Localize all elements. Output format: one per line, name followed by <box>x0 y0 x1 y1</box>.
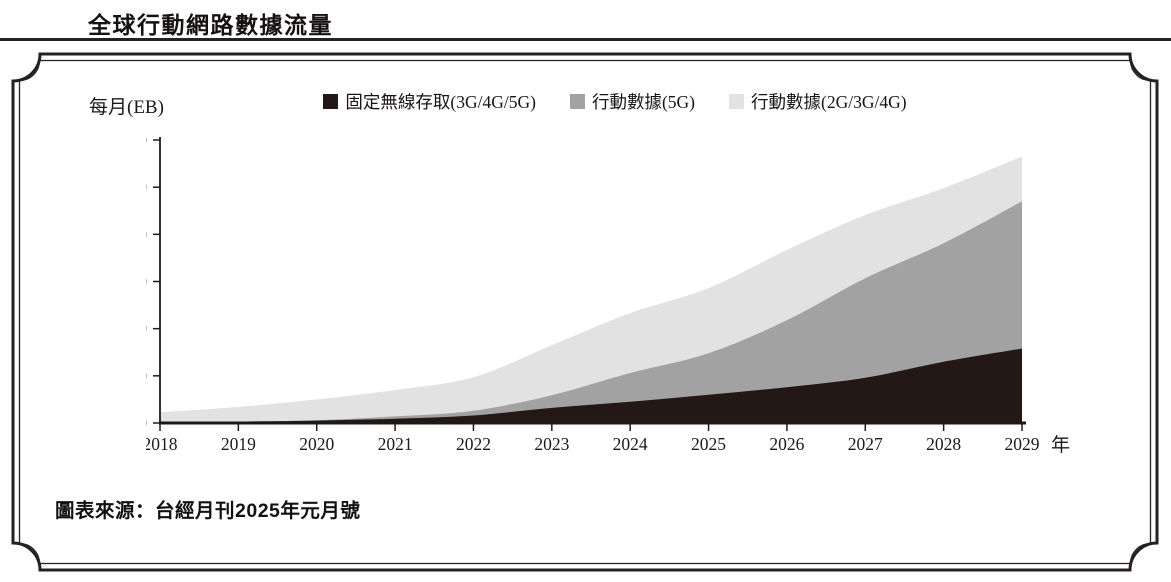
y-axis-tick-label: 100 <box>146 366 147 386</box>
area-series-1 <box>160 201 1022 423</box>
x-axis-tick-label: 2027 <box>848 434 883 454</box>
y-axis-tick-label: 200 <box>146 319 147 339</box>
area-series-0 <box>160 348 1022 423</box>
page-title: 全球行動網路數據流量 <box>88 12 333 38</box>
x-axis-tick-label: 2020 <box>299 434 334 454</box>
y-axis-tick-label: 400 <box>146 224 147 244</box>
x-axis-tick-label: 2028 <box>926 434 961 454</box>
stacked-area-chart: 0 100 200 300 400 500 600 2018 2019 2020 2021 2022 2… <box>146 130 1040 454</box>
x-axis-tick-label: 2025 <box>691 434 726 454</box>
x-axis-tick-label: 2022 <box>456 434 491 454</box>
y-axis-tick-label: 0 <box>146 413 147 433</box>
x-axis-tick-label: 2029 <box>1005 434 1040 454</box>
x-axis-tick-label: 2026 <box>769 434 804 454</box>
legend-item: 固定無線存取(3G/4G/5G) <box>323 89 536 114</box>
legend-item-label: 行動數據(5G) <box>591 92 696 112</box>
y-axis-tick-label: 500 <box>146 177 147 197</box>
y-axis-unit-label: 每月(EB) <box>89 97 164 118</box>
legend-item-label: 固定無線存取(3G/4G/5G) <box>345 92 536 112</box>
legend-item: 行動數據(5G) <box>569 89 696 114</box>
x-axis-tick-label: 2018 <box>146 434 178 454</box>
legend-swatch-icon <box>569 94 585 109</box>
chart-source: 圖表來源：台經月刊2025年元月號 <box>55 500 361 522</box>
legend-item: 行動數據(2G/3G/4G) <box>729 89 907 114</box>
legend-item-label: 行動數據(2G/3G/4G) <box>751 92 907 112</box>
x-axis-tick-label: 2019 <box>221 434 256 454</box>
y-axis-tick-label: 600 <box>146 130 147 150</box>
x-axis-tick-label: 2023 <box>534 434 569 454</box>
legend-swatch-icon <box>729 94 745 109</box>
x-axis-year-label: 年 <box>1051 435 1071 456</box>
x-axis-tick-label: 2024 <box>613 434 648 454</box>
legend-swatch-icon <box>323 94 339 109</box>
chart-legend: 固定無線存取(3G/4G/5G) 行動數據(5G) 行動數據(2G/3G/4G) <box>170 89 1060 114</box>
title-divider <box>0 38 1171 41</box>
y-axis-tick-label: 300 <box>146 272 147 292</box>
x-axis-tick-label: 2021 <box>378 434 413 454</box>
